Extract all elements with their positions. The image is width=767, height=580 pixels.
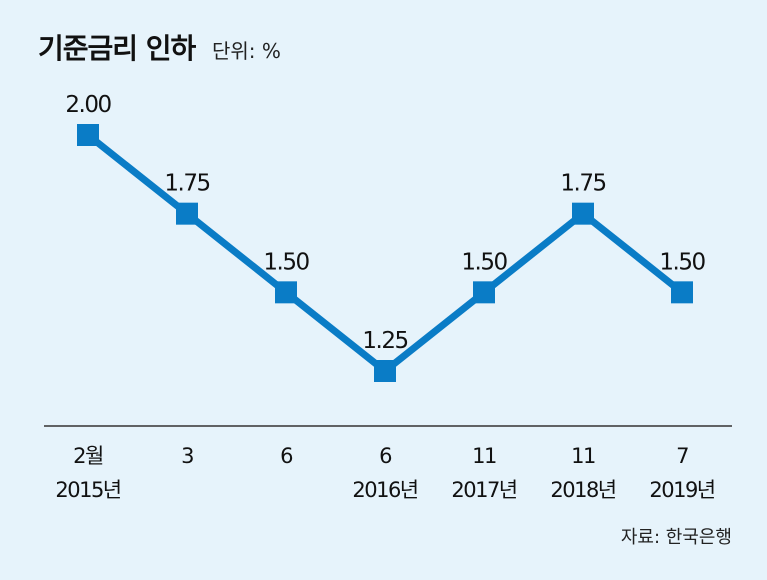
data-point [77,124,99,146]
data-point [275,281,297,304]
plot-area: 2.00 2월 2015년 1.75 3 1.50 6 1.25 6 2016년 1.50 11 201… [55,92,716,502]
x-tick-label: 3 [181,444,193,468]
data-point [572,202,594,225]
x-tick-label: 7 [676,444,688,468]
data-point [176,202,198,225]
x-tick-year-label: 2017년 [451,478,516,502]
data-label: 1.25 [362,328,407,354]
x-tick-label: 2월 [73,444,103,468]
x-tick-label: 6 [379,444,392,468]
x-tick-year-label: 2019년 [649,478,714,502]
source-label: 자료: 한국은행 [621,527,732,548]
data-label: 1.75 [164,171,209,197]
data-label: 1.75 [560,171,605,197]
x-tick-label: 11 [571,444,595,468]
x-tick-label: 6 [280,444,293,468]
data-point [671,281,693,304]
x-tick-year-label: 2018년 [550,478,615,502]
data-point [473,281,495,304]
x-tick-year-label: 2016년 [352,478,417,502]
x-tick-year-label: 2015년 [55,478,120,502]
data-point [374,360,396,382]
x-tick-label: 11 [472,444,496,468]
data-label: 1.50 [263,249,309,275]
unit-label: 단위: % [212,39,281,63]
data-label: 1.50 [659,249,705,275]
chart-title: 기준금리 인하 [38,32,197,65]
data-label: 2.00 [65,92,111,118]
data-label: 1.50 [461,249,507,275]
